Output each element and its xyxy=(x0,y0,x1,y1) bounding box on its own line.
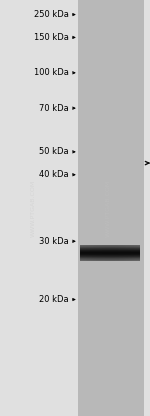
Bar xyxy=(135,245,136,261)
Bar xyxy=(97,245,98,261)
Bar xyxy=(114,245,115,261)
Bar xyxy=(130,245,131,261)
Bar xyxy=(83,245,84,261)
Text: WWW.PTGAB.COM: WWW.PTGAB.COM xyxy=(30,179,36,237)
Text: 30 kDa: 30 kDa xyxy=(39,237,69,246)
Bar xyxy=(89,245,90,261)
Bar xyxy=(103,245,104,261)
Bar xyxy=(94,245,95,261)
Bar xyxy=(138,245,139,261)
Bar xyxy=(136,245,137,261)
Bar xyxy=(120,245,121,261)
Bar xyxy=(95,245,96,261)
Text: WWW.PTGAB.COM: WWW.PTGAB.COM xyxy=(105,179,111,237)
Bar xyxy=(128,245,129,261)
Text: 100 kDa: 100 kDa xyxy=(34,68,69,77)
Bar xyxy=(113,245,114,261)
Bar xyxy=(129,245,130,261)
Bar xyxy=(98,245,99,261)
Bar xyxy=(96,245,97,261)
Bar xyxy=(88,245,89,261)
Bar xyxy=(84,245,85,261)
Bar xyxy=(101,245,102,261)
Bar xyxy=(132,245,133,261)
Bar xyxy=(123,245,124,261)
Bar xyxy=(108,245,109,261)
Bar xyxy=(134,245,135,261)
Bar xyxy=(115,245,116,261)
Bar xyxy=(80,245,81,261)
Text: 50 kDa: 50 kDa xyxy=(39,147,69,156)
Bar xyxy=(133,245,134,261)
Bar xyxy=(111,245,112,261)
Bar xyxy=(125,245,126,261)
Bar xyxy=(126,245,127,261)
Bar xyxy=(100,245,101,261)
Bar xyxy=(102,245,103,261)
Bar xyxy=(127,245,128,261)
Bar xyxy=(81,245,82,261)
Text: 40 kDa: 40 kDa xyxy=(39,170,69,179)
Bar xyxy=(116,245,117,261)
Bar xyxy=(109,245,110,261)
Bar xyxy=(117,245,118,261)
Bar xyxy=(124,245,125,261)
Bar xyxy=(78,0,144,416)
Bar xyxy=(105,245,106,261)
Bar xyxy=(110,245,111,261)
Bar xyxy=(121,245,122,261)
Bar xyxy=(90,245,91,261)
Bar xyxy=(86,245,87,261)
Bar xyxy=(107,245,108,261)
Text: 20 kDa: 20 kDa xyxy=(39,295,69,304)
Bar xyxy=(139,245,140,261)
Bar xyxy=(85,245,86,261)
Text: 150 kDa: 150 kDa xyxy=(34,33,69,42)
Bar xyxy=(82,245,83,261)
Bar xyxy=(87,245,88,261)
Bar xyxy=(92,245,93,261)
Bar xyxy=(137,245,138,261)
Bar xyxy=(112,245,113,261)
Bar xyxy=(119,245,120,261)
Bar xyxy=(106,245,107,261)
Bar xyxy=(93,245,94,261)
Bar xyxy=(118,245,119,261)
Bar xyxy=(122,245,123,261)
Text: 250 kDa: 250 kDa xyxy=(34,10,69,19)
Bar xyxy=(131,245,132,261)
Bar xyxy=(104,245,105,261)
Bar xyxy=(99,245,100,261)
Text: 70 kDa: 70 kDa xyxy=(39,104,69,113)
